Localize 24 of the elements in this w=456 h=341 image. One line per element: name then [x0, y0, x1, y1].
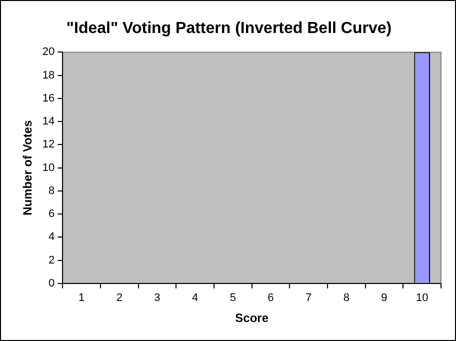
- x-tick-label: 9: [381, 292, 388, 304]
- x-tick-label: 10: [416, 292, 428, 304]
- y-tick-label: 14: [42, 116, 55, 128]
- chart-title: "Ideal" Voting Pattern (Inverted Bell Curve): [66, 20, 392, 38]
- x-tick-label: 5: [230, 292, 236, 304]
- y-tick-label: 0: [48, 277, 55, 290]
- x-tick-label: 1: [78, 292, 85, 304]
- y-tick-label: 2: [48, 254, 55, 266]
- y-tick-label: 6: [48, 208, 55, 220]
- x-axis-title: Score: [235, 311, 269, 326]
- x-tick-label: 8: [343, 292, 350, 304]
- y-tick-label: 16: [42, 92, 55, 104]
- x-tick-label: 6: [268, 292, 274, 304]
- y-tick-label: 12: [42, 138, 55, 151]
- y-tick-label: 8: [48, 184, 55, 197]
- y-tick-label: 4: [48, 231, 55, 244]
- x-tick-label: 7: [306, 292, 312, 304]
- y-axis-title: Number of Votes: [20, 120, 35, 216]
- y-tick-label: 20: [42, 46, 55, 58]
- y-tick-label: 10: [42, 162, 55, 174]
- x-tick-label: 3: [154, 292, 160, 304]
- x-tick-label: 4: [192, 292, 198, 304]
- y-tick-label: 18: [42, 69, 55, 82]
- x-tick-label: 2: [116, 292, 122, 304]
